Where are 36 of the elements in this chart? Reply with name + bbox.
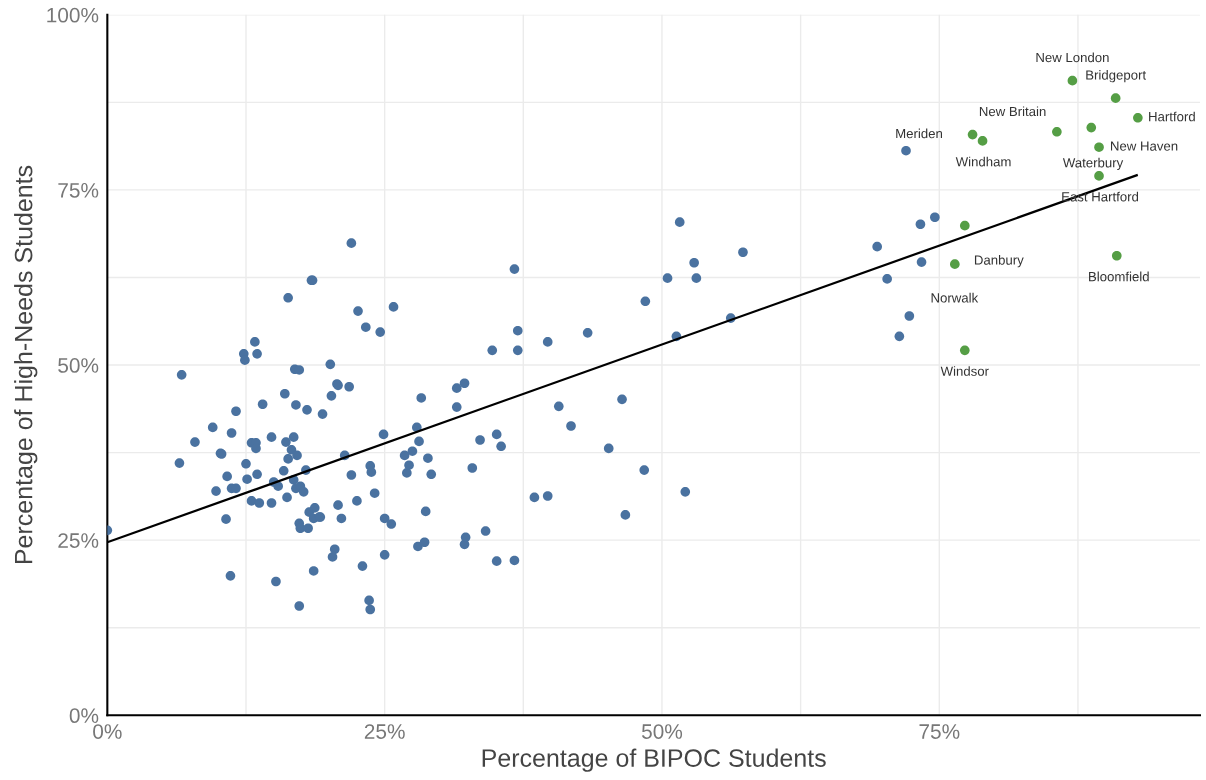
annotation: Hartford — [1149, 111, 1195, 122]
point — [1067, 75, 1078, 86]
x-axis-title: Percentage of BIPOC Students — [482, 748, 826, 772]
x-tick-label: 75% — [919, 724, 960, 739]
point — [1110, 93, 1121, 103]
point — [1086, 122, 1097, 133]
annotation: Danbury — [974, 255, 1024, 268]
point — [977, 136, 988, 146]
y-tick-label: 0% — [69, 708, 99, 724]
y-tick-label: 100% — [47, 7, 99, 23]
x-tick-label: 50% — [641, 724, 683, 739]
point — [1111, 250, 1122, 261]
point — [959, 220, 970, 231]
x-tick-label: 0% — [93, 724, 122, 739]
point — [959, 345, 970, 356]
point — [1133, 112, 1143, 123]
annotation: Bridgeport — [1086, 70, 1147, 83]
y-tick-label: 50% — [58, 358, 99, 373]
y-axis-title: Percentage of High-Needs Students — [14, 165, 38, 564]
x-tick-label: 25% — [364, 724, 405, 739]
point — [950, 259, 960, 269]
annotation: New Haven — [1111, 141, 1178, 151]
point — [1094, 171, 1104, 181]
annotation: Bloomfield — [1089, 271, 1149, 282]
annotation: New Britain — [979, 106, 1046, 117]
annotation: Windsor — [940, 366, 989, 376]
annotation: Norwalk — [931, 292, 979, 303]
point — [1052, 126, 1062, 137]
annotation: Meriden — [896, 128, 942, 139]
annotation: Waterbury — [1062, 157, 1124, 171]
y-tick-label: 75% — [58, 183, 99, 198]
y-tick-label: 25% — [58, 533, 99, 548]
annotation: Windham — [955, 156, 1011, 167]
point — [967, 129, 978, 140]
point — [1094, 142, 1104, 153]
annotation: New London — [1036, 52, 1109, 63]
